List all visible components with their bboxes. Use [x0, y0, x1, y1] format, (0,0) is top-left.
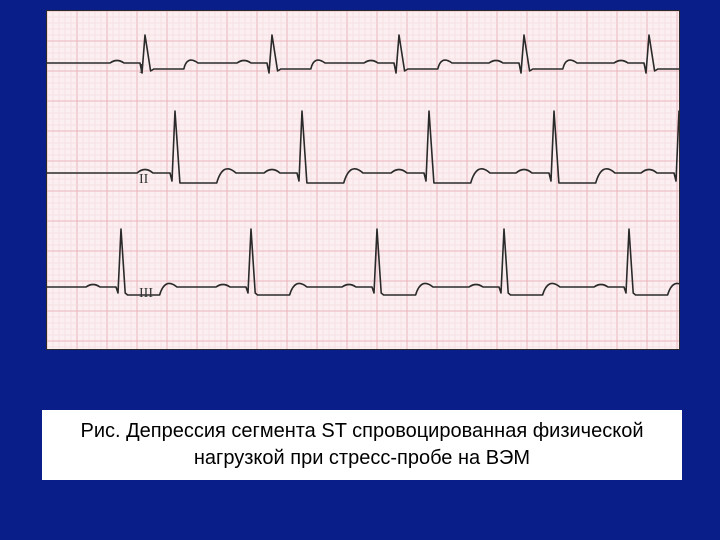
lead-label-III: III [139, 286, 153, 301]
lead-label-II: II [139, 172, 149, 187]
figure-caption-box: Рис. Депрессия сегмента ST спровоцирован… [42, 410, 682, 480]
lead-label-I: I [139, 62, 144, 77]
ecg-frame: IIIIII [46, 10, 680, 350]
figure-caption-text: Рис. Депрессия сегмента ST спровоцирован… [52, 418, 672, 472]
slide: IIIIII Рис. Депрессия сегмента ST спрово… [0, 0, 720, 540]
ecg-paper: IIIIII [47, 11, 679, 349]
